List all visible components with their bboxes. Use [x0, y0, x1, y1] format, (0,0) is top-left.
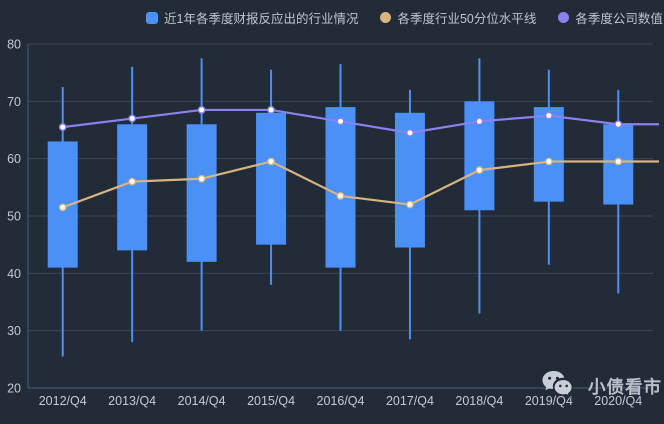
- y-tick-label: 50: [7, 210, 21, 224]
- candlestick-series: [47, 58, 634, 357]
- candle-box[interactable]: [256, 112, 287, 245]
- data-point[interactable]: [336, 117, 345, 126]
- data-point[interactable]: [58, 203, 67, 212]
- candle-box[interactable]: [186, 124, 217, 262]
- legend-square-marker-icon: [146, 11, 158, 24]
- data-point[interactable]: [58, 123, 67, 132]
- data-point[interactable]: [475, 166, 484, 175]
- data-point[interactable]: [406, 128, 414, 137]
- chart-legend: 近1年各季度财报反应出的行业情况 各季度行业50分位水平线 各季度公司数值: [146, 8, 663, 27]
- data-point[interactable]: [475, 117, 484, 126]
- percentile-line-series: [58, 157, 659, 212]
- x-tick-label: 2014/Q4: [178, 394, 226, 408]
- series-line[interactable]: [62, 160, 659, 209]
- company-line-series: [58, 106, 659, 137]
- x-tick-label: 2019/Q4: [525, 394, 573, 408]
- x-tick-label: 2013/Q4: [108, 394, 156, 408]
- y-tick-label: 40: [7, 267, 21, 281]
- y-tick-label: 80: [7, 38, 21, 52]
- legend-label: 各季度公司数值: [575, 12, 663, 26]
- data-point[interactable]: [544, 157, 553, 166]
- x-tick-label: 2018/Q4: [455, 394, 503, 408]
- legend-label: 各季度行业50分位水平线: [397, 12, 537, 26]
- data-point[interactable]: [267, 157, 275, 166]
- data-point[interactable]: [406, 200, 414, 209]
- x-tick-label: 2020/Q4: [594, 394, 642, 408]
- y-axis-labels: 20 30 40 50 60 70 80: [7, 38, 21, 396]
- data-point[interactable]: [197, 174, 206, 183]
- legend-item-industry-boxes[interactable]: 近1年各季度财报反应出的行业情况: [146, 8, 358, 27]
- data-point[interactable]: [614, 157, 623, 166]
- data-point[interactable]: [614, 120, 623, 129]
- candle-box[interactable]: [325, 107, 356, 268]
- y-tick-label: 60: [7, 152, 21, 166]
- x-axis-labels: 2012/Q4 2013/Q4 2014/Q4 2015/Q4 2016/Q4 2017/…: [39, 394, 643, 408]
- y-tick-label: 70: [7, 95, 21, 109]
- legend-item-50th-percentile-line[interactable]: 各季度行业50分位水平线: [380, 8, 536, 27]
- data-point[interactable]: [336, 192, 345, 200]
- x-tick-label: 2012/Q4: [39, 394, 87, 408]
- candle-box[interactable]: [117, 124, 148, 251]
- legend-label: 近1年各季度财报反应出的行业情况: [164, 12, 359, 26]
- x-tick-label: 2015/Q4: [247, 394, 295, 408]
- data-point[interactable]: [197, 106, 206, 114]
- series-line[interactable]: [62, 108, 659, 134]
- legend-circle-marker-icon: [558, 12, 570, 23]
- y-tick-label: 30: [7, 324, 21, 338]
- y-tick-label: 20: [7, 382, 21, 396]
- x-tick-label: 2016/Q4: [317, 394, 365, 408]
- legend-item-company-value-line[interactable]: 各季度公司数值: [558, 8, 663, 27]
- candle-box[interactable]: [533, 107, 564, 202]
- data-point[interactable]: [544, 111, 553, 120]
- data-point[interactable]: [128, 114, 137, 123]
- x-tick-label: 2017/Q4: [386, 394, 434, 408]
- legend-circle-marker-icon: [380, 12, 392, 23]
- data-point[interactable]: [128, 177, 137, 186]
- data-point[interactable]: [267, 106, 275, 114]
